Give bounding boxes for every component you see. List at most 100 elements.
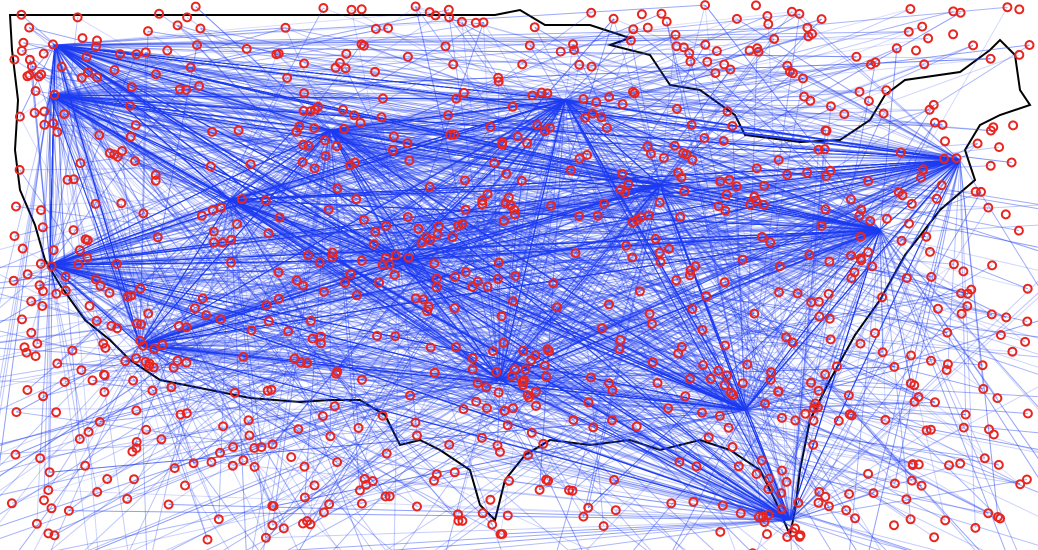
route: [564, 99, 746, 411]
airport: [309, 480, 320, 491]
route: [308, 145, 746, 411]
airport: [106, 320, 117, 331]
route: [54, 44, 195, 464]
airport: [588, 422, 599, 433]
airport: [16, 9, 27, 20]
airport: [46, 503, 57, 514]
route: [28, 27, 56, 46]
route: [49, 264, 791, 521]
route: [0, 330, 791, 521]
airport: [37, 301, 48, 311]
airport: [424, 181, 435, 192]
route: [14, 99, 566, 237]
airport: [1013, 225, 1024, 236]
route: [49, 94, 791, 521]
airport: [309, 163, 320, 174]
route: [31, 300, 791, 521]
airport: [955, 7, 966, 18]
route: [49, 212, 144, 266]
route: [49, 264, 746, 411]
route: [170, 379, 501, 550]
airport: [502, 510, 513, 521]
route: [659, 54, 1020, 186]
route: [499, 44, 706, 381]
route: [0, 408, 746, 411]
route: [49, 129, 331, 266]
route: [789, 420, 796, 521]
route: [399, 259, 746, 411]
route: [659, 159, 961, 186]
route: [399, 184, 661, 261]
route: [229, 199, 387, 497]
route: [329, 129, 746, 411]
route: [139, 159, 961, 346]
route: [43, 264, 51, 501]
route: [499, 159, 961, 381]
route: [54, 44, 999, 518]
route: [329, 129, 1038, 355]
route: [49, 264, 501, 381]
airport: [228, 442, 239, 452]
route: [329, 127, 551, 131]
route: [744, 266, 873, 411]
route: [579, 158, 661, 186]
route: [329, 129, 779, 393]
route: [14, 59, 231, 201]
route: [49, 264, 1013, 353]
airport: [940, 515, 951, 526]
route: [15, 184, 661, 456]
route: [54, 44, 141, 346]
route: [499, 338, 831, 381]
airport: [131, 353, 141, 364]
route: [95, 278, 746, 411]
route: [499, 379, 791, 521]
route: [329, 129, 746, 411]
route: [99, 229, 881, 423]
airport: [1021, 474, 1032, 485]
route: [879, 229, 912, 384]
route: [329, 129, 661, 186]
route: [564, 99, 746, 411]
route: [229, 184, 661, 201]
route: [200, 27, 566, 101]
route: [139, 130, 827, 346]
route: [49, 94, 1028, 322]
route: [530, 159, 961, 361]
airport: [598, 521, 609, 532]
route: [0, 259, 401, 358]
route: [849, 229, 881, 550]
route: [49, 254, 396, 266]
route: [517, 136, 661, 186]
airport: [423, 301, 434, 312]
airport: [81, 52, 92, 63]
route: [659, 159, 961, 186]
route: [789, 159, 961, 521]
airport: [294, 121, 305, 132]
route: [329, 114, 449, 131]
route: [376, 159, 961, 337]
airport: [833, 415, 844, 426]
route: [49, 146, 648, 266]
route: [541, 92, 791, 521]
route: [139, 344, 791, 521]
route: [35, 94, 51, 357]
route: [659, 184, 881, 231]
route: [49, 94, 141, 346]
route: [54, 44, 637, 427]
airport: [46, 261, 57, 272]
route: [139, 229, 881, 346]
route: [54, 44, 331, 131]
airport: [216, 202, 227, 213]
route: [139, 159, 961, 346]
route: [54, 44, 961, 161]
route: [329, 129, 881, 231]
route: [564, 28, 634, 101]
route: [139, 229, 881, 346]
airport: [510, 271, 521, 281]
route: [659, 184, 791, 521]
route: [248, 379, 501, 421]
route: [186, 259, 401, 364]
route: [499, 124, 538, 381]
route: [329, 129, 961, 161]
route: [49, 94, 501, 381]
